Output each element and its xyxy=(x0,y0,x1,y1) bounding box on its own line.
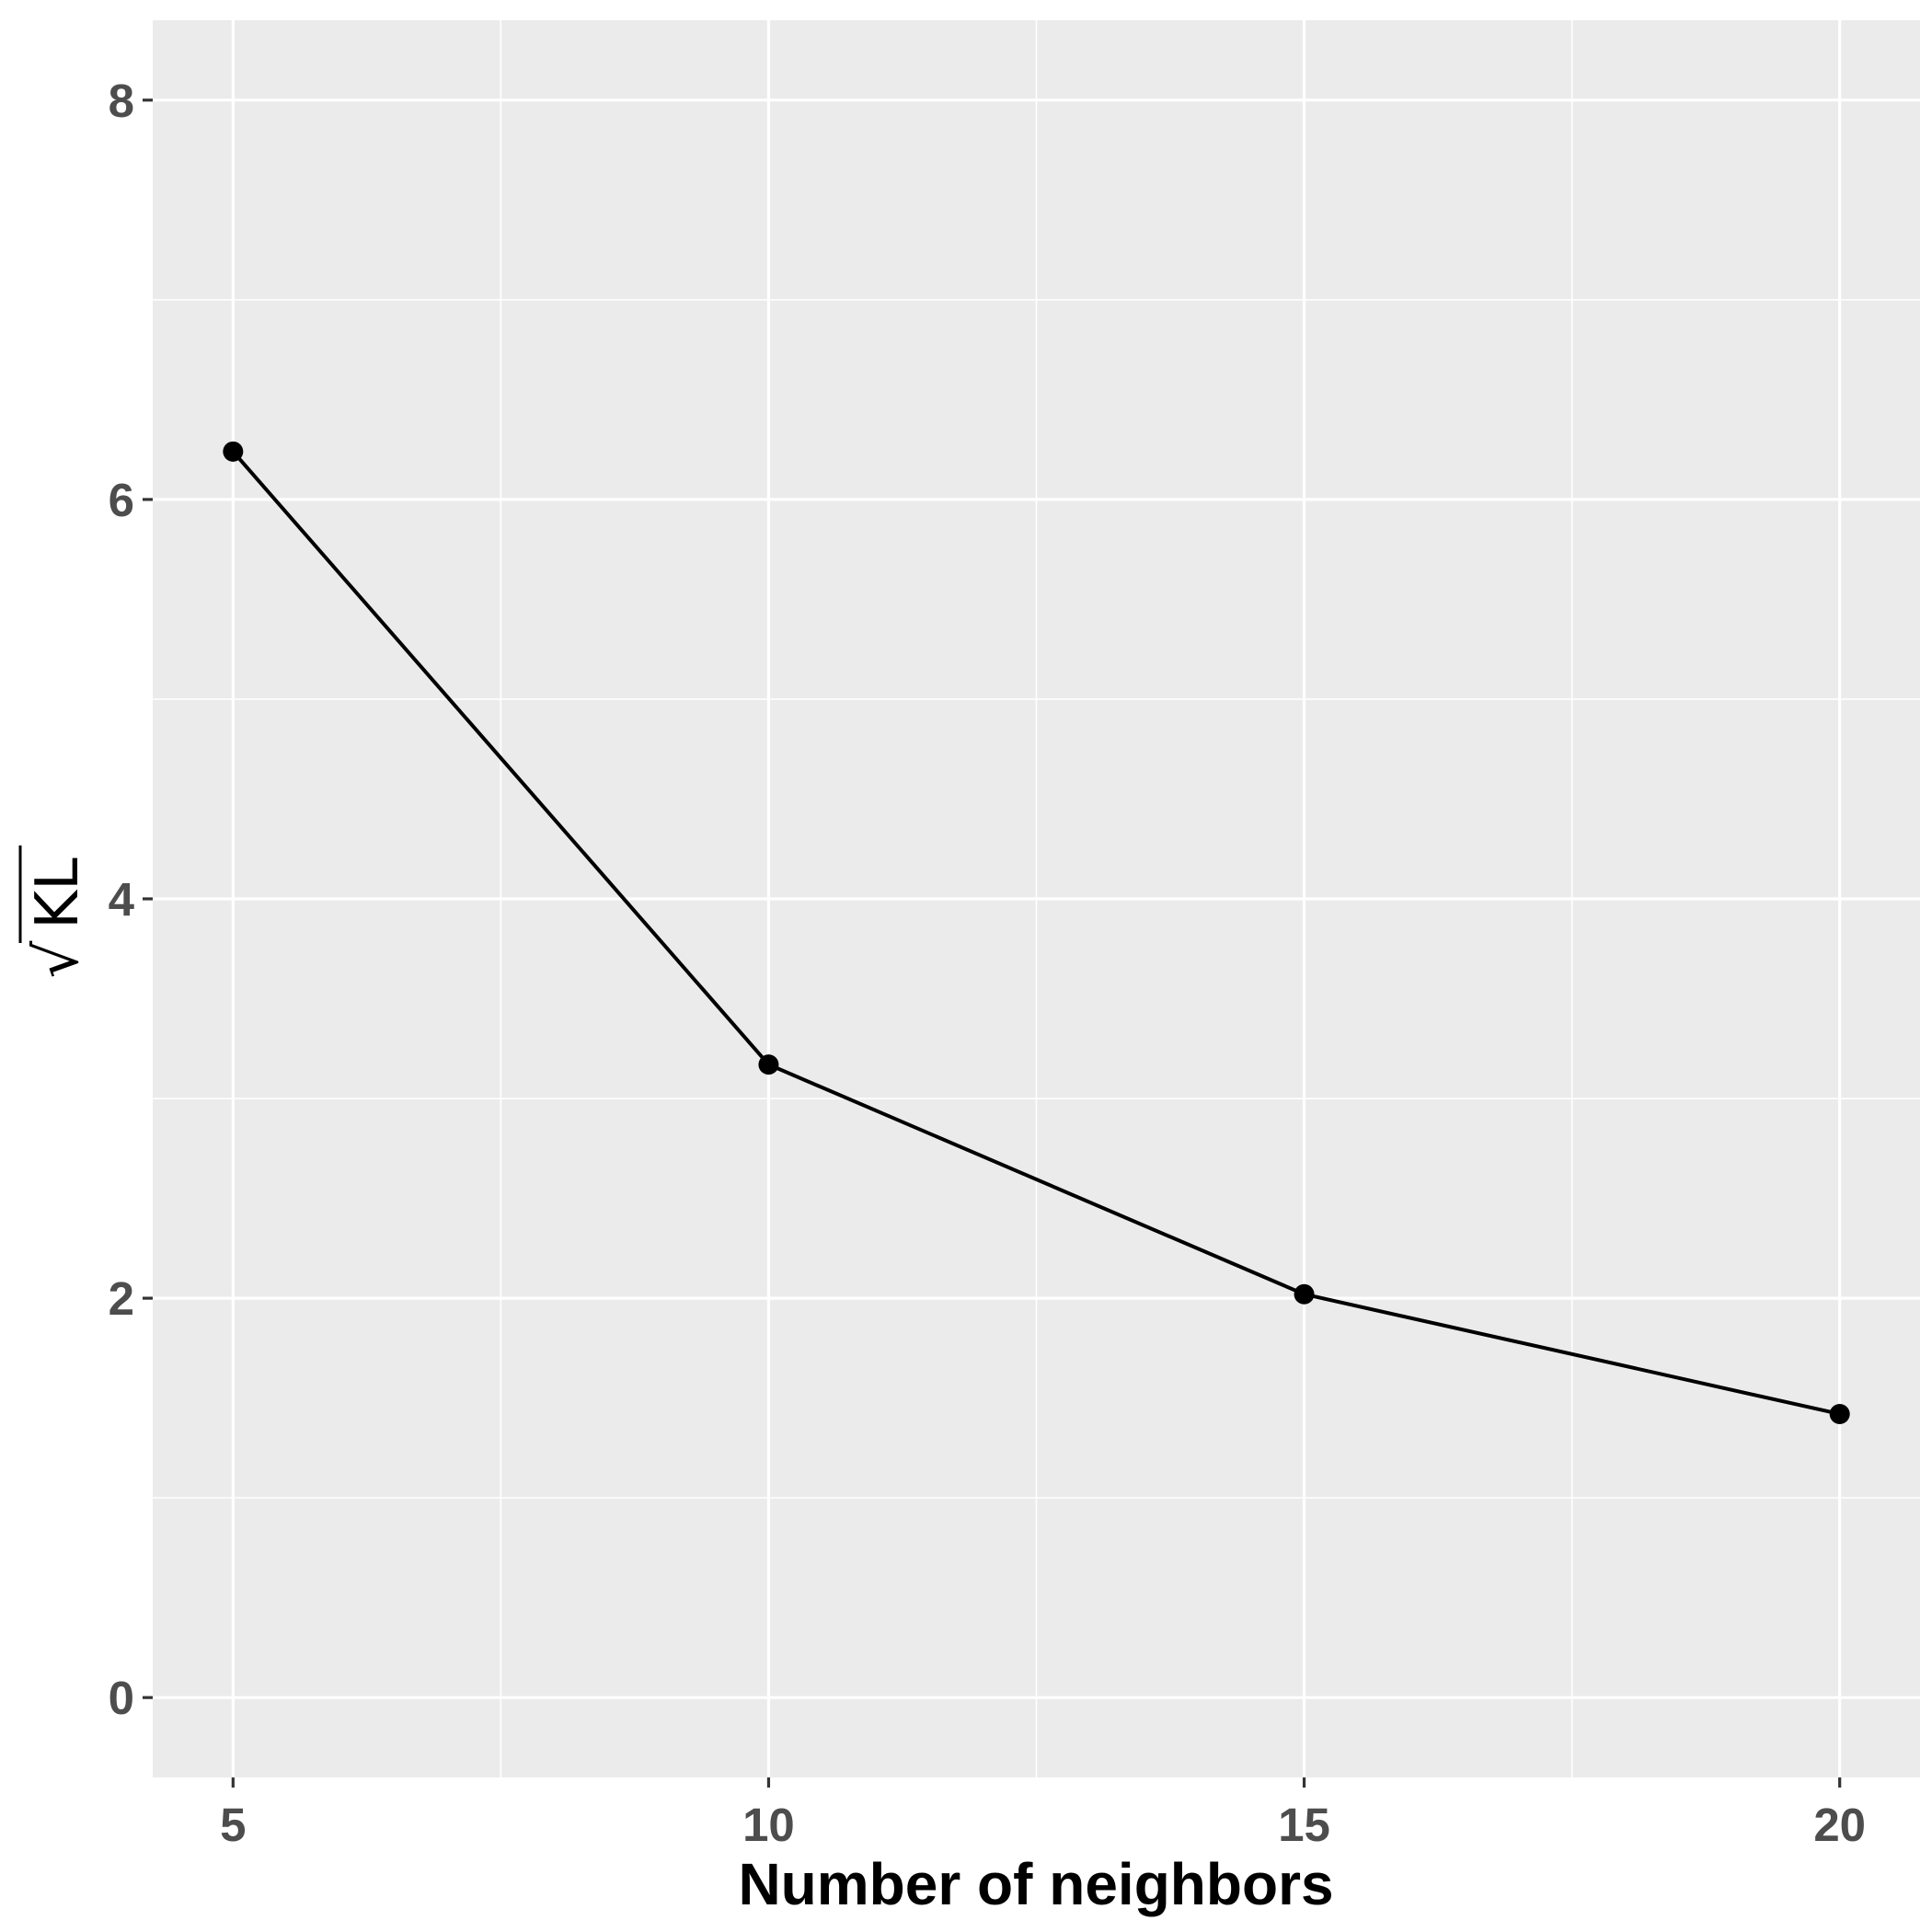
y-axis: 0 2 4 6 8 xyxy=(109,75,153,1724)
major-grid xyxy=(153,20,1920,1777)
x-axis-title: Number of neighbors xyxy=(738,1851,1333,1917)
series-layer xyxy=(223,441,1850,1424)
x-tick-label: 10 xyxy=(742,1799,795,1851)
data-point xyxy=(223,441,244,462)
y-axis-title: √ KL xyxy=(18,845,92,978)
x-tick-label: 15 xyxy=(1278,1799,1330,1851)
data-point xyxy=(1294,1283,1315,1305)
data-point xyxy=(758,1054,779,1075)
y-tick-label: 0 xyxy=(109,1672,134,1724)
y-axis-title-radical: √ xyxy=(24,940,92,978)
y-tick-label: 6 xyxy=(109,474,134,526)
y-tick-label: 4 xyxy=(109,873,135,926)
x-tick-label: 20 xyxy=(1813,1799,1866,1851)
y-axis-title-text: KL xyxy=(24,857,92,929)
data-point xyxy=(1829,1403,1850,1424)
x-tick-label: 5 xyxy=(220,1799,246,1851)
x-axis: 5 10 15 20 xyxy=(220,1777,1866,1851)
series-line xyxy=(231,450,1841,1416)
y-tick-label: 2 xyxy=(109,1272,134,1325)
y-tick-label: 8 xyxy=(109,75,134,127)
